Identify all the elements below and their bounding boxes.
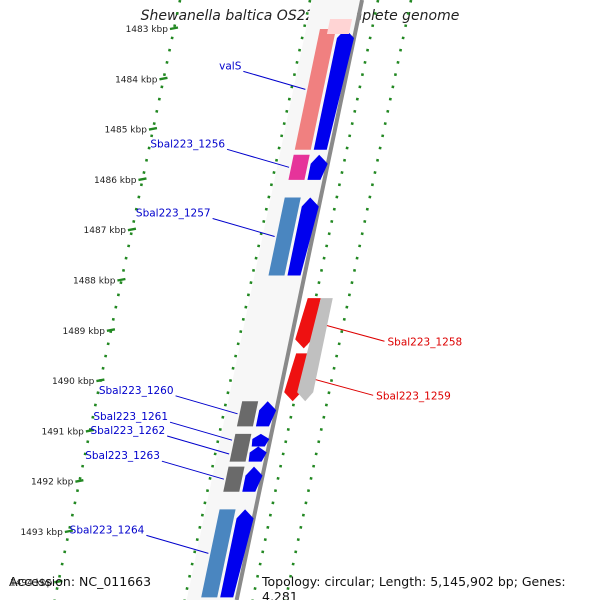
kbp-tick-12: 1494 kbp	[10, 578, 63, 588]
gene-feature-highlight	[326, 19, 353, 34]
cds-arrow	[255, 401, 277, 427]
gene-Sbal223_1263[interactable]: Sbal223_1263	[85, 450, 263, 492]
gene-Sbal223_1264[interactable]: Sbal223_1264	[70, 509, 254, 598]
kbp-tick-mark	[54, 579, 63, 584]
cds-arrow	[248, 446, 267, 462]
kbp-tick-mark	[106, 328, 116, 332]
gene-Sbal223_1259[interactable]: Sbal223_1259	[284, 353, 451, 402]
kbp-tick-mark	[75, 479, 84, 483]
gene-label[interactable]: Sbal223_1262	[90, 425, 165, 437]
scale-track-4	[284, 0, 413, 600]
kbp-tick-mark	[85, 428, 95, 433]
kbp-tick-label: 1486 kbp	[94, 176, 137, 186]
gene-feature	[294, 29, 336, 150]
genome-summary: Topology: circular; Length: 5,145,902 bp…	[262, 574, 566, 600]
kbp-tick-label: 1488 kbp	[73, 277, 116, 287]
cds-arrow	[242, 466, 263, 492]
gene-feature	[232, 433, 252, 447]
scale-track-2	[183, 0, 312, 600]
kbp-tick-label: 1485 kbp	[105, 126, 148, 136]
gene-feature	[268, 197, 301, 276]
gene-label[interactable]: Sbal223_1261	[93, 411, 168, 423]
gene-label[interactable]: Sbal223_1259	[376, 390, 451, 402]
map-title: Shewanella baltica OS223, complete genom…	[140, 8, 460, 24]
kbp-tick-mark	[117, 277, 126, 282]
gene-leader-line	[169, 421, 233, 441]
gene-Sbal223_1260[interactable]: Sbal223_1260	[99, 385, 277, 427]
gene-feature	[288, 154, 310, 180]
gene-leader-line	[146, 534, 209, 554]
cds-arrow	[307, 154, 328, 180]
kbp-tick-10: 1492 kbp	[31, 478, 84, 488]
gene-label[interactable]: Sbal223_1263	[85, 450, 160, 462]
kbp-tick-1: 1483 kbp	[126, 25, 179, 35]
kbp-tick-9: 1491 kbp	[41, 427, 95, 437]
kbp-tick-11: 1493 kbp	[20, 528, 74, 538]
gene-label[interactable]: Sbal223_1258	[387, 336, 462, 348]
kbp-tick-4: 1486 kbp	[94, 176, 147, 186]
kbp-tick-label: 1484 kbp	[115, 75, 158, 85]
kbp-tick-3: 1485 kbp	[105, 126, 158, 136]
gene-Sbal223_1258[interactable]: Sbal223_1258	[295, 298, 462, 349]
genome-backbone	[234, 0, 365, 600]
kbp-tick-5: 1487 kbp	[84, 226, 137, 236]
kbp-tick-label: 1494 kbp	[10, 578, 53, 588]
gene-leader-line	[175, 395, 238, 415]
scale-track-3	[251, 0, 380, 600]
scale-track-1	[53, 0, 182, 600]
gene-leader-line	[226, 148, 290, 168]
gene-label[interactable]: valS	[219, 60, 242, 72]
kbp-tick-mark	[64, 529, 74, 534]
kbp-tick-mark	[159, 76, 168, 81]
kbp-tick-label: 1490 kbp	[52, 377, 95, 387]
forward-track-band	[186, 0, 361, 600]
cds-arrow	[251, 433, 270, 447]
reverse-cds-1	[297, 298, 333, 402]
gene-Sbal223_1261[interactable]: Sbal223_1261	[93, 411, 270, 447]
kbp-tick-6: 1488 kbp	[73, 277, 126, 287]
kbp-tick-label: 1487 kbp	[84, 226, 127, 236]
kbp-tick-mark	[148, 126, 158, 131]
kbp-tick-7: 1489 kbp	[63, 327, 116, 337]
gene-Sbal223_1256[interactable]: Sbal223_1256	[150, 138, 328, 180]
gene-feature	[201, 509, 236, 598]
cds-arrow	[220, 509, 254, 598]
gene-label[interactable]: Sbal223_1256	[150, 138, 225, 150]
gene-label[interactable]: Sbal223_1257	[136, 207, 211, 219]
gene-leader-line	[243, 70, 306, 90]
gene-leader-line	[161, 460, 225, 480]
kbp-tick-label: 1491 kbp	[41, 427, 84, 437]
gene-feature	[236, 401, 259, 427]
gene-label[interactable]: Sbal223_1260	[99, 385, 174, 397]
kbp-tick-label: 1489 kbp	[63, 327, 106, 337]
gene-feature	[229, 446, 249, 462]
gene-feature	[284, 353, 310, 402]
kbp-tick-2: 1484 kbp	[115, 75, 168, 85]
kbp-tick-8: 1490 kbp	[52, 377, 105, 387]
gene-leader-line	[212, 218, 275, 237]
gene-Sbal223_1262[interactable]: Sbal223_1262	[90, 425, 267, 462]
gene-leader-line	[307, 376, 374, 396]
gene-leader-line	[318, 322, 385, 342]
gene-Sbal223_1257[interactable]: Sbal223_1257	[136, 197, 319, 276]
accession-label: Accession: NC_011663	[9, 574, 152, 589]
gene-label[interactable]: Sbal223_1264	[70, 524, 145, 536]
cds-arrow	[313, 29, 354, 150]
kbp-tick-label: 1483 kbp	[126, 25, 169, 35]
gene-feature	[223, 466, 245, 492]
kbp-tick-mark	[127, 227, 137, 232]
gene-feature	[295, 298, 321, 349]
kbp-tick-mark	[138, 177, 147, 182]
kbp-tick-mark	[169, 26, 179, 31]
kbp-tick-label: 1493 kbp	[20, 528, 63, 538]
gene-leader-line	[167, 435, 230, 455]
cds-arrow	[287, 197, 319, 276]
kbp-tick-label: 1492 kbp	[31, 478, 74, 488]
gene-valS[interactable]: valS	[219, 19, 354, 150]
kbp-tick-mark	[96, 378, 105, 383]
